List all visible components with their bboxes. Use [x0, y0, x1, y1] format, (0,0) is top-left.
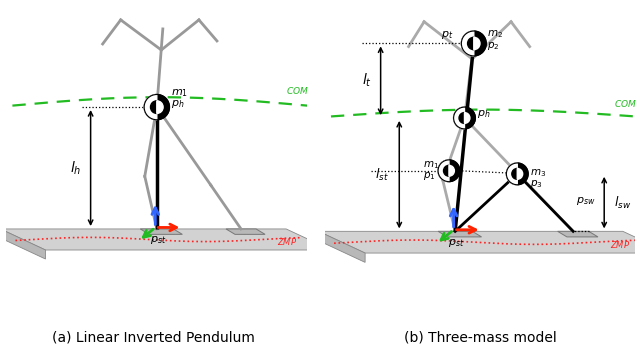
Text: $p_h$: $p_h$: [477, 108, 490, 119]
Wedge shape: [461, 31, 474, 56]
Text: $p_1$: $p_1$: [422, 170, 435, 181]
Text: $m_1$: $m_1$: [422, 159, 438, 171]
Wedge shape: [444, 165, 449, 176]
Wedge shape: [506, 163, 517, 185]
Text: (a) Linear Inverted Pendulum: (a) Linear Inverted Pendulum: [52, 331, 255, 345]
Wedge shape: [438, 160, 449, 181]
Polygon shape: [438, 231, 481, 237]
Text: $m_1$: $m_1$: [172, 88, 188, 99]
Polygon shape: [1, 229, 332, 250]
Wedge shape: [459, 112, 465, 124]
Circle shape: [454, 107, 476, 129]
Text: $l_{st}$: $l_{st}$: [375, 167, 389, 183]
Wedge shape: [449, 165, 454, 176]
Polygon shape: [557, 231, 598, 237]
Polygon shape: [1, 229, 45, 259]
Wedge shape: [465, 112, 470, 124]
Text: (b) Three-mass model: (b) Three-mass model: [404, 331, 556, 345]
Polygon shape: [319, 231, 365, 262]
Polygon shape: [226, 229, 265, 234]
Wedge shape: [474, 37, 480, 50]
Text: $l_{sw}$: $l_{sw}$: [614, 195, 632, 211]
Circle shape: [438, 160, 460, 181]
Text: $ZMP$: $ZMP$: [277, 236, 298, 247]
Text: $ZMP$: $ZMP$: [611, 239, 630, 250]
Text: $p_t$: $p_t$: [441, 29, 454, 41]
Text: $p_{st}$: $p_{st}$: [449, 237, 465, 249]
Wedge shape: [150, 101, 157, 114]
Text: $m_2$: $m_2$: [488, 29, 504, 40]
Circle shape: [506, 163, 528, 185]
Text: $m_3$: $m_3$: [530, 167, 546, 179]
Text: $p_{sw}$: $p_{sw}$: [576, 195, 595, 207]
Wedge shape: [517, 168, 523, 179]
Text: $p_h$: $p_h$: [172, 98, 185, 110]
Text: $p_2$: $p_2$: [488, 40, 500, 52]
Wedge shape: [468, 37, 474, 50]
Polygon shape: [140, 229, 182, 234]
Text: $l_t$: $l_t$: [362, 72, 372, 89]
Circle shape: [461, 31, 486, 56]
Text: $l_h$: $l_h$: [70, 159, 81, 177]
Wedge shape: [144, 95, 157, 120]
Text: $COM$: $COM$: [286, 85, 309, 96]
Text: $p_3$: $p_3$: [530, 178, 542, 190]
Wedge shape: [157, 101, 163, 114]
Polygon shape: [319, 231, 640, 253]
Wedge shape: [512, 168, 517, 179]
Wedge shape: [454, 107, 465, 129]
Text: $p_{st}$: $p_{st}$: [150, 235, 166, 246]
Text: $COM$: $COM$: [614, 98, 636, 109]
Circle shape: [144, 95, 170, 120]
